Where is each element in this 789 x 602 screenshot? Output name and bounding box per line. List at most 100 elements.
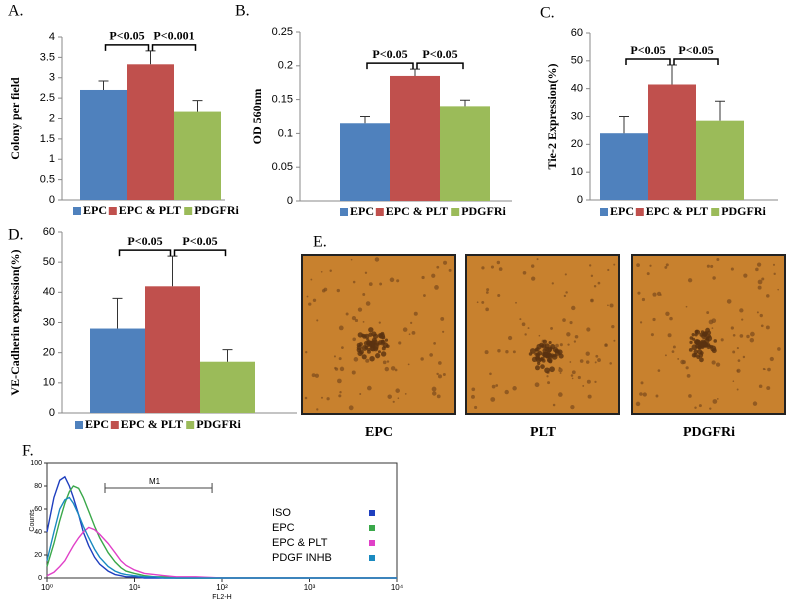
cell-cluster <box>369 341 373 346</box>
error-bar <box>460 99 470 107</box>
legend-label: EPC & PLT <box>272 537 328 549</box>
cell <box>752 401 758 406</box>
cell <box>394 368 398 372</box>
significance-label: P<0.05 <box>127 234 162 248</box>
cell-cluster <box>699 340 706 347</box>
panel-label: E. <box>313 234 327 251</box>
cell-cluster <box>386 344 390 348</box>
y-tick-label: 40 <box>571 83 583 95</box>
bar <box>696 120 744 200</box>
cell <box>546 375 549 378</box>
cell <box>558 367 563 373</box>
x-tick-label: 10² <box>216 583 228 592</box>
cell <box>476 301 479 304</box>
cell <box>764 368 766 371</box>
legend-label: EPC <box>610 204 634 218</box>
significance-bracket <box>118 249 172 257</box>
cell <box>757 279 763 285</box>
cell <box>316 319 319 322</box>
cell-cluster <box>371 344 375 348</box>
cell-cluster <box>548 359 553 364</box>
cell-cluster <box>554 348 560 354</box>
cell <box>338 357 342 361</box>
cell <box>642 392 647 397</box>
x-tick-label: 10¹ <box>129 583 141 592</box>
cell <box>671 350 675 354</box>
cell <box>597 281 601 285</box>
cell <box>320 396 324 399</box>
legend-swatch <box>73 207 81 215</box>
significance-bracket <box>366 62 414 70</box>
cell <box>339 391 342 394</box>
y-tick-label: 60 <box>34 506 42 513</box>
cell <box>352 280 356 284</box>
cell <box>395 388 400 393</box>
gate-label: M1 <box>149 477 161 486</box>
legend-label: EPC & PLT <box>386 204 448 218</box>
cell <box>759 313 763 318</box>
cell <box>569 321 573 325</box>
cell-cluster <box>549 366 555 373</box>
cell <box>521 322 526 327</box>
cell <box>497 294 501 298</box>
y-tick-label: 0 <box>577 194 583 206</box>
cell-cluster <box>381 346 386 351</box>
significance-label: P<0.05 <box>372 47 407 61</box>
cell <box>582 384 585 387</box>
cell-cluster <box>695 344 700 349</box>
cell <box>354 318 359 323</box>
cell <box>710 264 714 268</box>
cell-cluster <box>546 346 552 353</box>
cell <box>431 386 437 392</box>
y-tick-label: 0.1 <box>278 127 293 139</box>
cell <box>755 267 759 272</box>
cell-cluster <box>697 349 703 355</box>
cell <box>570 374 574 377</box>
error-bar <box>98 80 109 90</box>
cell <box>333 355 336 358</box>
error-bar <box>222 349 233 362</box>
cell <box>636 263 640 268</box>
cell <box>715 362 721 367</box>
significance-bracket <box>416 62 464 70</box>
cell <box>706 311 710 315</box>
cell <box>737 359 741 362</box>
y-tick-label: 80 <box>34 483 42 490</box>
cell-cluster <box>361 354 367 360</box>
legend-label: ISO <box>272 507 291 519</box>
cell <box>438 361 442 365</box>
cell-cluster <box>377 350 381 354</box>
cell <box>379 282 383 286</box>
gate-marker <box>104 483 213 493</box>
cell <box>685 305 688 308</box>
cell <box>436 372 439 376</box>
legend-label: PDGF INHB <box>272 552 332 564</box>
cell <box>443 260 448 265</box>
cell <box>530 264 535 268</box>
bar <box>80 89 127 200</box>
cell <box>310 278 313 281</box>
cell-cluster <box>375 353 381 359</box>
significance-label: P<0.001 <box>153 29 194 43</box>
cell <box>685 366 689 370</box>
cell-cluster <box>553 354 557 358</box>
significance-bracket <box>104 44 150 51</box>
bar <box>127 64 174 201</box>
cell <box>495 384 499 387</box>
cell-cluster <box>696 355 701 360</box>
cell <box>590 274 594 278</box>
bar <box>440 106 490 201</box>
cell <box>352 337 357 342</box>
x-axis-label: FL2-H <box>212 594 231 601</box>
cell <box>316 408 319 411</box>
y-tick-label: 50 <box>571 55 583 67</box>
y-tick-label: 20 <box>571 138 583 150</box>
panel-label: D. <box>8 227 24 244</box>
legend-swatch <box>369 540 375 546</box>
cell <box>609 303 614 308</box>
cell <box>490 265 495 269</box>
cell <box>522 270 527 275</box>
cell <box>749 338 755 343</box>
y-tick-label: 30 <box>43 316 55 328</box>
bar <box>174 111 221 200</box>
